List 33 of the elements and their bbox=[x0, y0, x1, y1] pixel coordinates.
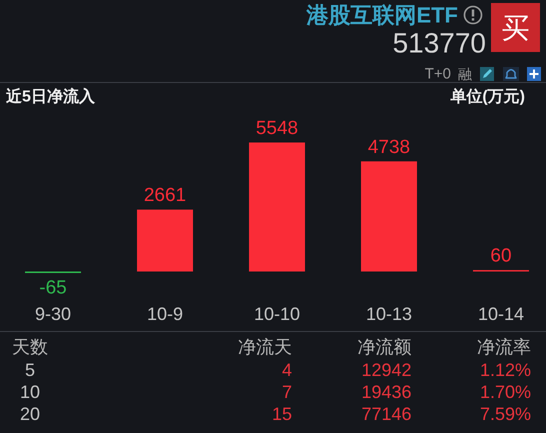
category-label: 20 bbox=[20, 404, 40, 424]
x-tick-label: 10-13 bbox=[366, 304, 412, 324]
data-label: 12942 bbox=[361, 360, 412, 380]
data-label: 1.12% bbox=[480, 360, 531, 380]
text: 513770 bbox=[392, 28, 486, 58]
text: 买 bbox=[502, 12, 530, 44]
data-label: 5548 bbox=[256, 118, 298, 139]
data-label: 60 bbox=[490, 246, 512, 267]
text: 港股互联网ETF bbox=[305, 2, 458, 28]
text: 天数 bbox=[12, 337, 48, 357]
chart-title: 近5日净流入 bbox=[5, 86, 96, 106]
y-axis-title: 单位(万元) bbox=[449, 88, 525, 106]
text: 净流率 bbox=[477, 337, 531, 357]
x-tick-label: 9-30 bbox=[34, 304, 72, 324]
data-label: 4738 bbox=[368, 136, 410, 158]
data-label: 1.70% bbox=[480, 382, 531, 402]
data-label: 4 bbox=[282, 360, 292, 380]
x-tick-label: 10-14 bbox=[478, 304, 524, 324]
data-label: 2661 bbox=[144, 185, 186, 206]
category-label: 5 bbox=[24, 360, 36, 380]
data-label: 15 bbox=[272, 404, 292, 424]
data-label: -65 bbox=[39, 278, 67, 299]
data-label: 7 bbox=[282, 382, 292, 402]
text: T+0 bbox=[424, 66, 451, 82]
data-label: 7.59% bbox=[480, 404, 531, 424]
text: 融 bbox=[458, 66, 472, 82]
text: 净流天 bbox=[238, 337, 292, 357]
x-tick-label: 10-10 bbox=[254, 304, 300, 324]
text: 净流额 bbox=[358, 337, 412, 357]
data-label: 19436 bbox=[361, 382, 412, 402]
category-label: 10 bbox=[20, 382, 40, 402]
data-label: 77146 bbox=[361, 404, 412, 424]
x-tick-label: 10-9 bbox=[146, 304, 184, 324]
